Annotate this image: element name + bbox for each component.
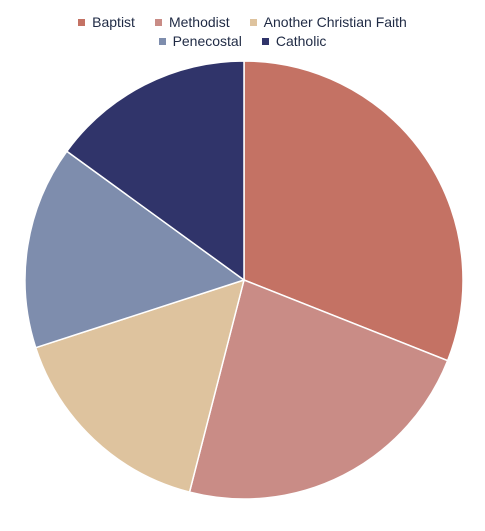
legend-swatch: [154, 18, 162, 26]
legend-swatch: [261, 37, 269, 45]
legend-label: Baptist: [92, 14, 135, 30]
legend-item-methodist: Methodist: [154, 14, 230, 30]
legend-item-catholic: Catholic: [261, 33, 327, 49]
legend-item-baptist: Baptist: [78, 14, 135, 30]
pie-slice-catholic: [65, 60, 245, 282]
chart-legend: Baptist Methodist Another Christian Faith P…: [0, 14, 485, 49]
pie-slice-another-christian-faith: [34, 278, 246, 494]
legend-label: Another Christian Faith: [263, 14, 407, 30]
pie-slice-baptist: [243, 60, 464, 362]
legend-swatch: [158, 37, 166, 45]
legend-label: Penecostal: [172, 33, 242, 49]
legend-swatch: [249, 18, 257, 26]
pie-slice-penecostal: [24, 150, 246, 349]
legend-swatch: [78, 18, 86, 26]
legend-label: Catholic: [275, 33, 327, 49]
legend-item-another-christian-faith: Another Christian Faith: [249, 14, 407, 30]
legend-item-penecostal: Penecostal: [158, 33, 242, 49]
pie-slice-methodist: [188, 278, 449, 500]
legend-label: Methodist: [168, 14, 230, 30]
